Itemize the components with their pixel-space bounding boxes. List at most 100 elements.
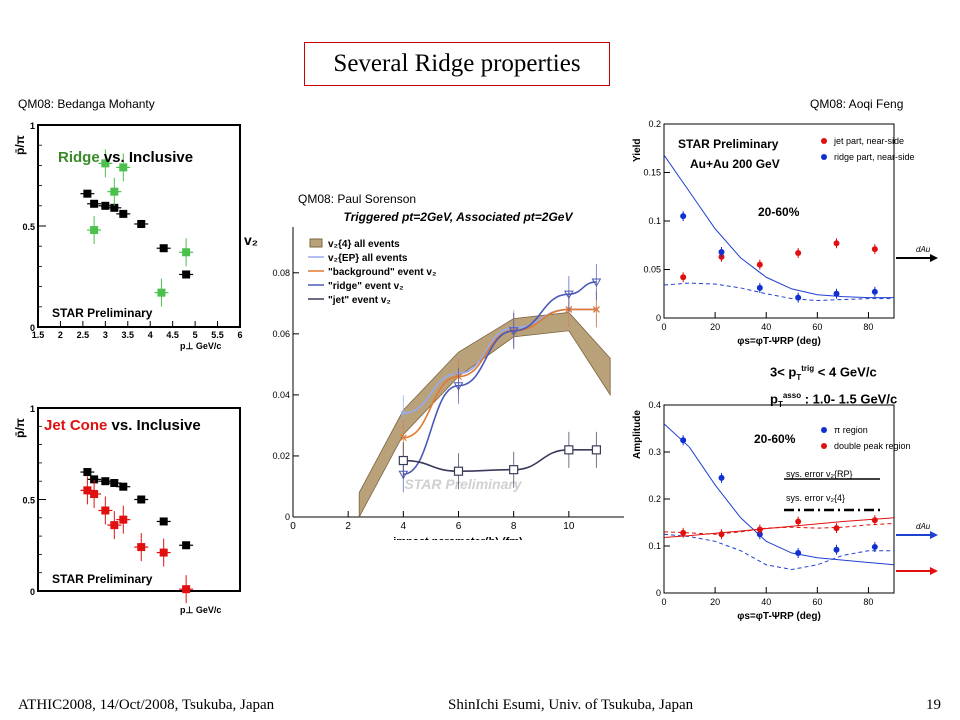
legend-label: ridge part, near-side [834,152,915,162]
credit-middle: QM08: Paul Sorenson [298,192,417,206]
data-point [795,550,802,557]
y-tick-label: 0.08 [272,268,290,278]
x-tick-label: 1.5 [32,330,45,340]
data-point [159,548,168,557]
data-point [795,518,802,525]
data-point [795,250,802,257]
data-point [871,517,878,524]
y-tick-label: 0.04 [272,390,290,400]
chart-amplitude-vs-dphi: 0 0.1 0.2 0.3 0.4 0 20 40 60 80 π region double pea… [632,400,938,622]
y-axis-label: Yield [632,138,643,162]
data-point [591,278,602,287]
data-point [871,246,878,253]
y-axis-label: p̄/π [13,418,27,438]
data-point [182,270,191,279]
data-point [833,546,840,553]
sys-error-4-label: sys. error v₂{4} [786,493,845,503]
star-preliminary-label: STAR Preliminary [52,572,153,586]
footer-left: ATHIC2008, 14/Oct/2008, Tsukuba, Japan [18,697,275,713]
x-tick-label: 0 [661,322,666,332]
data-point [795,294,802,301]
data-point [718,531,725,538]
x-tick-label: 20 [710,322,720,332]
data-point [680,529,687,536]
data-point [680,213,687,220]
y-tick-label: 1 [30,121,35,131]
plot-frame [663,123,895,319]
x-tick-label: 6 [237,330,242,340]
fit-curve [663,154,894,299]
data-point [563,290,574,300]
y-tick-label: 0.2 [648,494,661,504]
reference-arrow-head [930,567,938,575]
x-tick-label: 2.5 [77,330,90,340]
centrality-label: 20-60% [758,205,800,219]
x-tick-label: 60 [812,322,822,332]
x-tick-label: 20 [710,597,720,607]
x-tick-label: 0 [661,597,666,607]
chart-v2-vs-impact-parameter: 0 0.02 0.04 0.06 0.08 0 2 4 6 8 10 STAR Preliminary… [272,210,624,540]
x-tick-label: 80 [863,322,873,332]
x-tick-label: 5 [193,330,198,340]
data-point [110,521,119,530]
reference-arrow-head [930,254,938,262]
data-point [398,455,408,466]
data-point: ✶ [399,408,408,420]
data-point [119,482,128,491]
legend-marker [821,138,827,144]
data-point [756,284,763,291]
data-point [680,274,687,281]
x-tick-label: 3.5 [122,330,135,340]
arrow-label: dAu [916,245,931,254]
legend-marker [821,427,827,433]
data-point [83,189,92,198]
x-tick-label: 6 [456,521,462,532]
legend-label: jet part, near-side [833,136,904,146]
legend-label: "ridge" event v₂ [328,281,404,292]
y-axis-label: Amplitude [632,410,643,459]
y-tick-label: 1 [30,404,35,414]
credit-right: QM08: Aoqi Feng [810,97,904,111]
data-point [119,163,128,172]
data-point [101,506,110,515]
pt-cut-label: 3< pTtrig < 4 GeV/c pTasso : 1.0- 1.5 Ge… [770,364,898,409]
data-point [83,468,92,477]
centrality-label: 20-60% [754,432,796,446]
chart-title: Jet Cone vs. Inclusive [44,417,201,434]
x-tick-label: 2 [345,521,351,532]
chart-title: Ridge vs. Inclusive [58,149,193,166]
data-point [756,526,763,533]
data-point [101,477,110,486]
credit-left: QM08: Bedanga Mohanty [18,97,155,111]
x-tick-label: 8 [511,521,517,532]
data-point [871,543,878,550]
data-point [119,515,128,524]
data-point [110,479,119,488]
data-point [110,187,119,196]
y-axis-label: p̄/π [13,135,27,155]
data-point [564,445,574,455]
data-point [833,240,840,247]
data-point [90,226,99,235]
y-tick-label: 0.06 [272,329,290,339]
y-tick-label: 0 [285,512,290,522]
star-preliminary-watermark: STAR Preliminary [404,476,522,492]
y-tick-label: 0.5 [22,222,35,232]
x-axis-label: φs=φT-ΨRP (deg) [737,336,821,347]
data-point [90,199,99,208]
x-axis-label: p⊥ GeV/c [180,605,221,615]
y-tick-label: 0.1 [648,216,661,226]
y-tick-label: 0 [656,588,661,598]
data-point [680,437,687,444]
y-tick-label: 0.5 [22,496,35,506]
footer-center: ShinIchi Esumi, Univ. of Tsukuba, Japan [448,697,694,713]
x-tick-label: 60 [812,597,822,607]
fit-curve [663,282,894,302]
y-tick-label: 0.02 [272,451,290,461]
data-point [399,434,407,442]
legend-marker [821,443,827,449]
chart-ridge-vs-inclusive: 0 0.5 1 1.5 2 2.5 3 3.5 4 4.5 5 5.5 6 Ridge vs. Inclu… [13,121,258,351]
chart-title: Triggered pt=2GeV, Associated pt=2GeV [344,210,574,224]
fit-curve [663,533,894,571]
fit-curve [663,423,895,566]
